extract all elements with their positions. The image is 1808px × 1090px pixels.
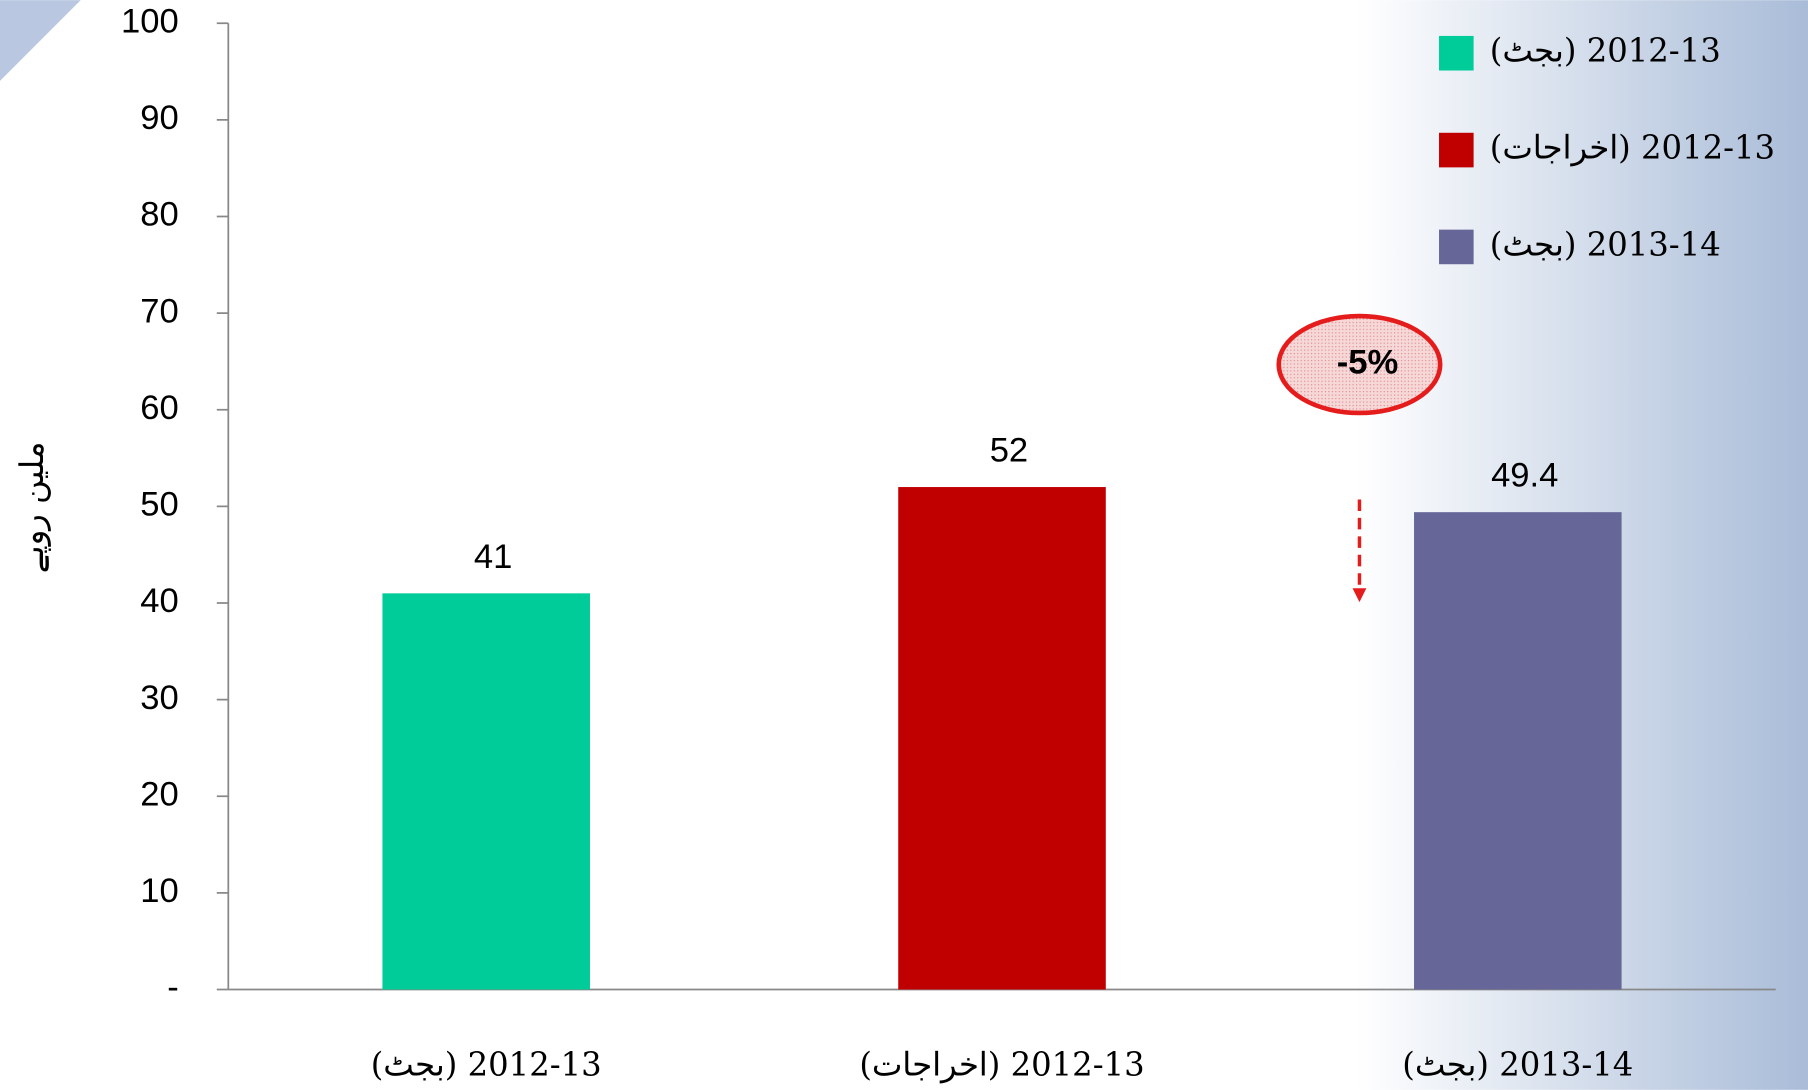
y-tick-label: 90 [140, 99, 178, 137]
y-tick-label: 30 [140, 679, 178, 717]
y-tick-label: 50 [140, 486, 178, 524]
legend-swatch [1439, 132, 1474, 168]
y-tick-label: - [167, 969, 179, 1007]
data-label: 49.4 [1491, 457, 1558, 495]
y-tick-label: 10 [140, 872, 178, 910]
y-tick-label: 60 [140, 389, 178, 427]
y-tick-label: 100 [121, 2, 179, 40]
legend-swatch [1439, 35, 1474, 71]
annotation: -5% [1337, 344, 1399, 382]
y-tick-label: 20 [140, 775, 178, 813]
corner-decoration [0, 0, 81, 81]
legend-label: 2012-13 (بجٹ) [1490, 32, 1721, 70]
y-tick-label: 80 [140, 196, 178, 234]
bar [382, 593, 590, 990]
y-axis-label: ملین روپے [13, 442, 51, 574]
data-label: 41 [474, 538, 512, 576]
data-label: 52 [990, 432, 1028, 470]
y-tick-label: 40 [140, 582, 178, 620]
legend-label: 2013-14 (بجٹ) [1490, 225, 1721, 263]
annotation-arrowhead [1352, 588, 1367, 603]
y-tick-label: 70 [140, 292, 178, 330]
bar [1414, 512, 1622, 990]
x-tick-label: 2013-14 (بجٹ) [1402, 1045, 1633, 1083]
x-tick-label: 2012-13 (اخراجات) [859, 1045, 1144, 1083]
legend-label: 2012-13 (اخراجات) [1490, 129, 1775, 167]
x-tick-label: 2012-13 (بجٹ) [371, 1045, 602, 1083]
annotation-ellipse [1276, 313, 1443, 416]
bar [898, 487, 1106, 990]
legend-swatch [1439, 229, 1474, 265]
